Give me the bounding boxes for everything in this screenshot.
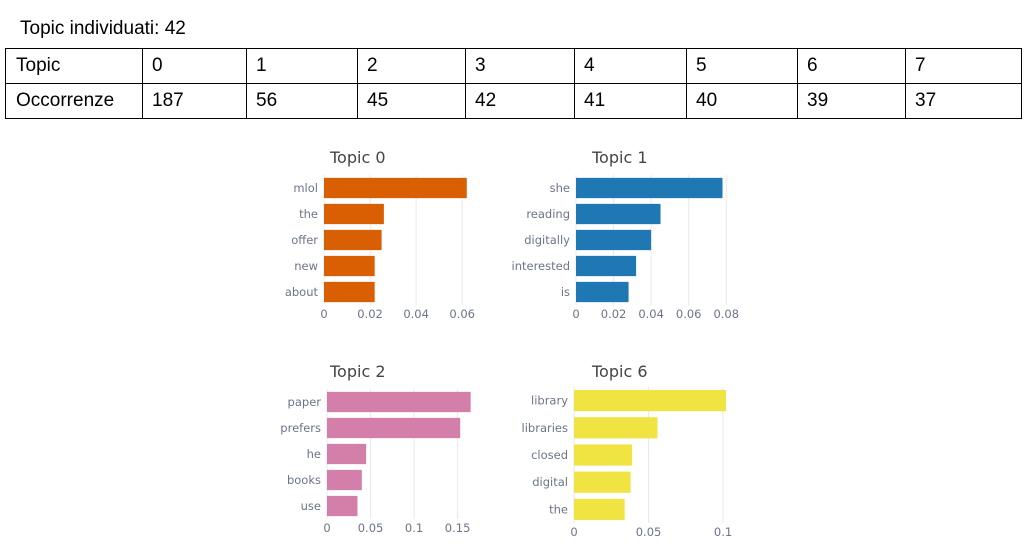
bar [327,443,367,465]
x-tick-label: 0.06 [449,307,475,321]
bar [576,229,652,251]
bar [574,471,631,493]
category-label: use [301,499,321,513]
category-label: digitally [524,233,570,247]
bar [327,469,362,491]
bar [324,203,384,225]
category-label: paper [288,395,322,409]
table-cell: Topic [5,48,143,84]
category-label: about [285,285,319,299]
x-tick-label: 0.1 [714,525,732,539]
x-tick-label: 0.04 [638,307,664,321]
bar [576,255,637,277]
table-cell: 6 [797,48,906,84]
x-tick-label: 0 [323,521,330,535]
category-label: the [549,502,568,516]
table-cell: 4 [574,48,687,84]
category-label: is [561,285,570,299]
x-tick-label: 0.06 [676,307,702,321]
x-tick-label: 0.05 [358,521,384,535]
x-tick-label: 0.1 [405,521,423,535]
table-cell: 5 [686,48,798,84]
bar [574,389,727,412]
bar [574,444,633,466]
chart-title: Topic 1 [591,148,648,167]
x-tick-label: 0 [570,525,577,539]
table-cell: 42 [465,83,575,119]
category-label: offer [291,233,318,247]
chart-title: Topic 2 [329,362,386,381]
category-label: reading [526,207,570,221]
x-tick-label: 0.02 [601,307,627,321]
category-label: mlol [293,181,318,195]
page-heading: Topic individuati: 42 [20,18,186,39]
category-label: closed [531,448,568,462]
x-tick-label: 0.15 [445,521,471,535]
category-label: new [294,259,318,273]
x-tick-label: 0 [320,307,327,321]
table-cell: 45 [357,83,466,119]
category-label: library [531,394,568,408]
bar [327,417,461,439]
table-cell: 56 [246,83,358,119]
table-cell: Occorrenze [5,83,143,119]
bar [574,498,625,521]
table-cell: 37 [905,83,1022,119]
bar [324,229,382,251]
bar [574,417,658,439]
bar [576,281,629,303]
x-tick-label: 0.04 [403,307,429,321]
table-row: Topic 0 1 2 3 4 5 6 7 [5,48,1022,84]
x-tick-label: 0.02 [357,307,383,321]
table-row: Occorrenze 187 56 45 42 41 40 39 37 [5,83,1022,119]
table-cell: 40 [686,83,798,119]
table-cell: 187 [142,83,247,119]
bar [576,177,723,199]
bar [324,177,467,199]
bar [576,203,661,225]
category-label: interested [512,259,571,273]
x-tick-label: 0.05 [636,525,662,539]
bar [324,281,375,303]
category-label: libraries [522,421,568,435]
x-tick-label: 0 [572,307,579,321]
chart-title: Topic 6 [591,362,648,381]
bar [327,391,471,413]
table-cell: 3 [465,48,575,84]
topic-occurrence-table: Topic 0 1 2 3 4 5 6 7 Occorrenze 187 56 … [5,48,1022,119]
category-label: the [299,207,318,221]
x-tick-label: 0.08 [713,307,739,321]
category-label: digital [532,475,568,489]
chart-title: Topic 0 [329,148,386,167]
table-cell: 41 [574,83,687,119]
bar [327,495,358,517]
bar [324,255,375,277]
category-label: prefers [280,421,321,435]
category-label: books [287,473,321,487]
category-label: she [550,181,570,195]
category-label: he [307,447,321,461]
